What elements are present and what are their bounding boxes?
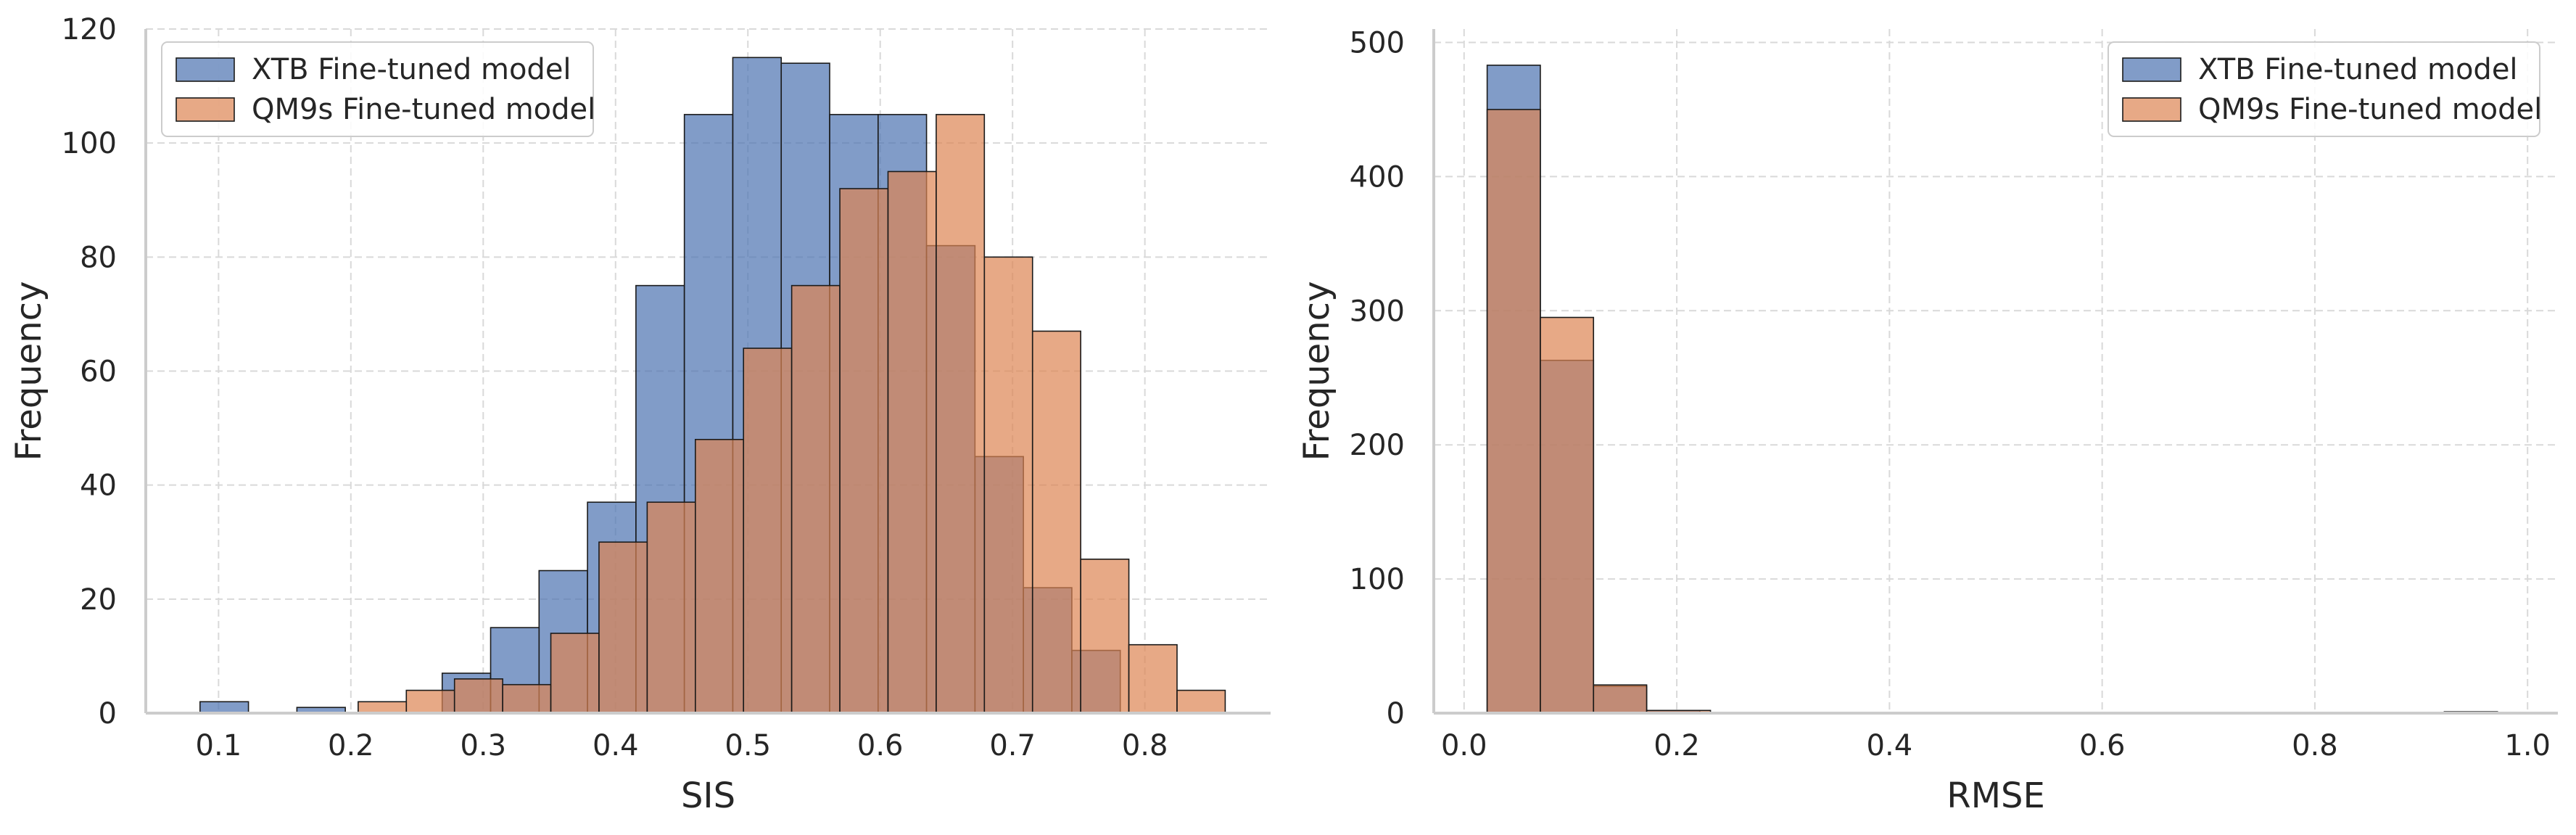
x-tick-label: 0.6	[857, 729, 904, 762]
qm9s-histogram-bar	[550, 633, 600, 714]
qm9s-histogram-bar	[1128, 643, 1178, 714]
qm9s-histogram-bar	[405, 689, 455, 714]
xtb-histogram-bar	[199, 701, 249, 714]
xtb-legend-swatch	[2122, 57, 2181, 82]
x-tick-label: 0.8	[1122, 729, 1168, 762]
y-tick-label: 500	[1350, 26, 1405, 59]
y-tick-label: 100	[62, 127, 117, 160]
qm9s-histogram-bar	[646, 501, 696, 714]
qm9s-histogram-bar	[1593, 684, 1648, 714]
qm9s-histogram-bar	[887, 170, 937, 714]
x-tick-label: 0.5	[724, 729, 771, 762]
x-axis-title: SIS	[681, 776, 735, 816]
y-tick-label: 100	[1350, 563, 1405, 596]
qm9s-histogram-bar	[358, 701, 408, 714]
qm9s-histogram-bar	[936, 114, 986, 714]
qm9s-histogram-bar	[839, 188, 889, 714]
qm9s-histogram-bar	[1080, 559, 1130, 714]
y-tick-label: 0	[1387, 697, 1405, 731]
y-tick-label: 20	[80, 583, 117, 617]
qm9s-histogram-bar	[743, 347, 793, 714]
qm9s-histogram-bar	[1176, 689, 1226, 714]
qm9s-histogram-bar	[1031, 330, 1081, 714]
x-tick-label: 0.4	[1867, 729, 1913, 762]
x-tick-label: 0.2	[328, 729, 374, 762]
x-tick-label: 0.4	[593, 729, 639, 762]
y-axis-title: Frequency	[1297, 281, 1337, 461]
qm9s-legend-swatch	[2122, 97, 2181, 122]
y-tick-label: 40	[80, 469, 117, 503]
legend-frame	[2108, 41, 2540, 137]
xtb-legend-label: XTB Fine-tuned model	[2198, 53, 2518, 86]
x-tick-label: 0.6	[2079, 729, 2126, 762]
y-axis-title: Frequency	[9, 281, 49, 461]
legend: XTB Fine-tuned model QM9s Fine-tuned mode…	[2108, 41, 2542, 137]
legend-frame	[161, 41, 594, 137]
qm9s-legend-label: QM9s Fine-tuned model	[2198, 93, 2542, 126]
rmse-histogram-panel: 0.0 0.2 0.4 0.6 0.8 1.0 0 100 200 300 400 500 RMSE Fr…	[1297, 26, 2558, 816]
y-tick-label: 60	[80, 355, 117, 389]
x-axis-title: RMSE	[1947, 776, 2045, 816]
qm9s-histogram-bar	[598, 541, 648, 714]
x-tick-label: 0.0	[1441, 729, 1487, 762]
y-tick-label: 300	[1350, 295, 1405, 328]
legend: XTB Fine-tuned model QM9s Fine-tuned mode…	[161, 41, 595, 137]
qm9s-legend-swatch	[176, 97, 235, 122]
y-tick-label: 80	[80, 241, 117, 274]
xtb-legend-label: XTB Fine-tuned model	[252, 53, 571, 86]
qm9s-histogram-bar	[983, 256, 1033, 714]
qm9s-series	[358, 114, 1226, 714]
x-tick-label: 1.0	[2504, 729, 2551, 762]
sis-histogram-panel: 0.1 0.2 0.3 0.4 0.5 0.6 0.7 0.8 0 20 40 60 80 100 120 S…	[9, 13, 1271, 816]
qm9s-histogram-bar	[453, 678, 503, 714]
x-tick-label: 0.8	[2292, 729, 2338, 762]
x-tick-label: 0.2	[1654, 729, 1700, 762]
y-tick-label: 120	[62, 13, 117, 46]
qm9s-histogram-bar	[1540, 316, 1595, 714]
qm9s-histogram-bar	[695, 438, 745, 714]
y-tick-label: 200	[1350, 429, 1405, 462]
y-tick-label: 400	[1350, 160, 1405, 194]
xtb-series	[1486, 65, 2498, 714]
x-tick-label: 0.3	[460, 729, 506, 762]
qm9s-histogram-bar	[790, 284, 841, 714]
xtb-legend-swatch	[176, 57, 235, 82]
qm9s-series	[1486, 109, 1712, 714]
y-tick-label: 0	[99, 697, 117, 731]
qm9s-histogram-bar	[1486, 109, 1541, 714]
x-tick-label: 0.1	[196, 729, 242, 762]
qm9s-histogram-bar	[502, 683, 552, 714]
x-tick-label: 0.7	[989, 729, 1036, 762]
qm9s-legend-label: QM9s Fine-tuned model	[252, 93, 595, 126]
